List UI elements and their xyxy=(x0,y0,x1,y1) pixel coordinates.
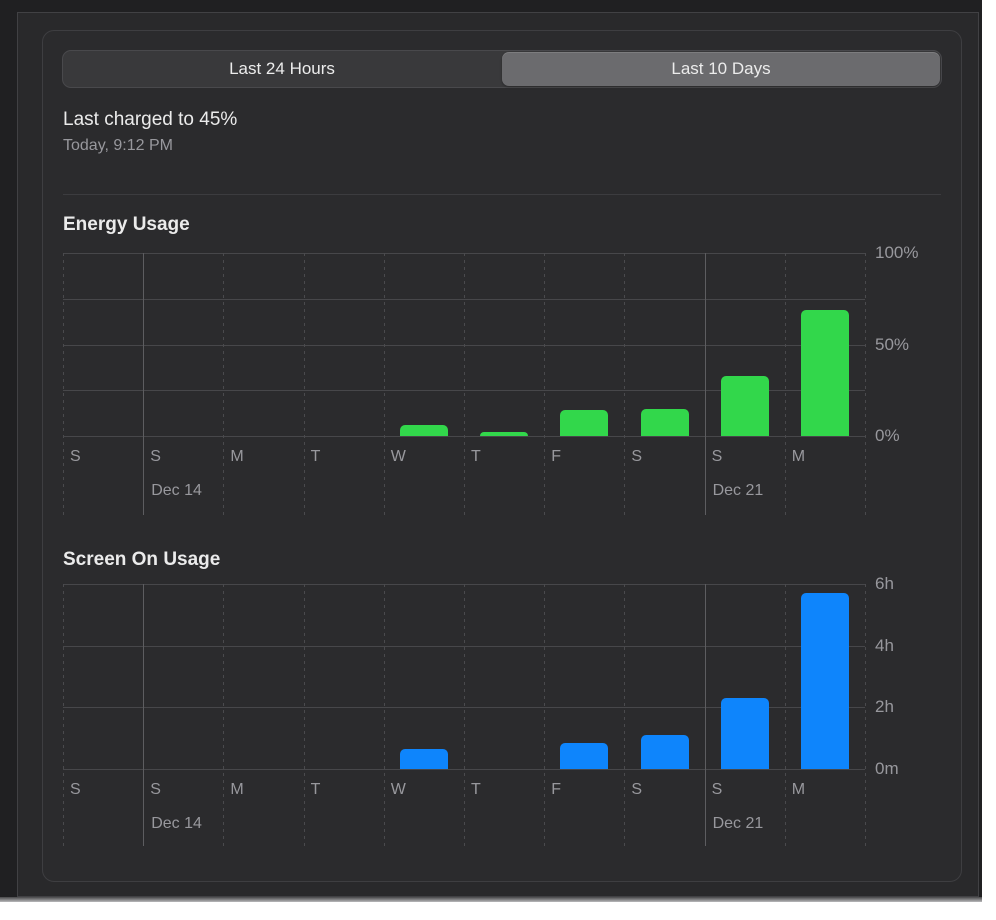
bar-s-7 xyxy=(640,735,689,769)
x-axis-week-label: Dec 14 xyxy=(151,815,202,832)
gridline-vertical xyxy=(304,253,305,515)
time-range-segmented-control: Last 24 Hours Last 10 Days xyxy=(62,50,942,88)
gridline-vertical xyxy=(464,584,465,846)
x-axis-day-label: T xyxy=(471,448,481,465)
gridline-vertical xyxy=(464,253,465,515)
bar-m-9 xyxy=(800,309,849,436)
y-axis-label: 4h xyxy=(875,635,894,655)
gridline-vertical xyxy=(544,253,545,515)
x-axis-day-label: S xyxy=(631,781,643,798)
gridline-vertical xyxy=(785,253,786,515)
x-axis-week-label: Dec 21 xyxy=(712,482,764,499)
gridline-vertical xyxy=(544,584,545,846)
last-charged-label: Last charged to 45% xyxy=(63,109,238,130)
gridline-vertical xyxy=(384,253,385,515)
gridline-week-boundary xyxy=(143,253,144,515)
x-axis-week-label: Dec 14 xyxy=(151,482,202,499)
gridline-vertical xyxy=(63,253,64,515)
x-axis-day-label: F xyxy=(551,448,561,465)
y-axis-label: 2h xyxy=(875,697,894,717)
x-axis-day-label: S xyxy=(150,448,161,465)
energy-usage-title: Energy Usage xyxy=(63,214,190,235)
battery-settings-window: Last 24 Hours Last 10 Days Last charged … xyxy=(0,0,982,902)
y-axis-label: 50% xyxy=(875,334,910,354)
gridline-week-boundary xyxy=(705,253,706,515)
bar-t-5 xyxy=(480,432,529,436)
x-axis-day-label: M xyxy=(791,781,806,798)
gridline-vertical xyxy=(624,584,625,846)
gridline-vertical xyxy=(865,584,866,846)
x-axis-day-label: W xyxy=(390,781,406,798)
usage-history-card: Last 24 Hours Last 10 Days Last charged … xyxy=(42,30,962,882)
x-axis-day-label: W xyxy=(390,448,406,465)
gridline-vertical xyxy=(223,253,224,515)
energy-usage-chart: 100% 50% 0% S S M T W T F S S M Dec 14 Dec 21 xyxy=(63,243,943,515)
bar-f-6 xyxy=(560,410,609,436)
last-charged-time: Today, 9:12 PM xyxy=(63,137,173,154)
gridline-week-boundary xyxy=(143,584,144,846)
gridline-week-boundary xyxy=(705,584,706,846)
gridline-vertical xyxy=(384,584,385,846)
y-axis-label: 6h xyxy=(875,574,894,593)
x-axis-day-label: T xyxy=(310,781,321,798)
x-axis-day-label: T xyxy=(471,781,481,798)
segment-last-24-hours[interactable]: Last 24 Hours xyxy=(229,59,335,78)
x-axis-day-label: S xyxy=(631,448,643,465)
y-axis-label: 0m xyxy=(875,759,899,778)
x-axis-week-label: Dec 21 xyxy=(712,815,764,832)
gridline-vertical xyxy=(785,584,786,846)
gridline-vertical xyxy=(865,253,866,515)
y-axis-label: 100% xyxy=(875,243,919,262)
x-axis-day-label: S xyxy=(70,781,81,798)
screen-on-usage-title: Screen On Usage xyxy=(63,549,221,570)
bar-s-7 xyxy=(640,408,689,436)
bar-s-8 xyxy=(720,375,769,436)
segment-last-10-days[interactable]: Last 10 Days xyxy=(502,52,940,86)
x-axis-day-label: F xyxy=(551,781,561,798)
section-divider xyxy=(63,194,941,195)
battery-panel: Last 24 Hours Last 10 Days Last charged … xyxy=(17,12,979,897)
x-axis-day-label: S xyxy=(711,448,723,465)
bar-s-8 xyxy=(720,698,769,769)
screen-on-usage-chart: 6h 4h 2h 0m S S M T W T F S S M Dec 14 Dec 21 xyxy=(63,574,943,846)
window-bottom-edge xyxy=(0,897,982,902)
x-axis-day-label: S xyxy=(70,448,81,465)
x-axis-day-label: M xyxy=(230,448,244,465)
bar-m-9 xyxy=(800,593,849,769)
gridline-vertical xyxy=(63,584,64,846)
bar-f-6 xyxy=(560,742,609,769)
gridline-vertical xyxy=(304,584,305,846)
gridline-vertical xyxy=(624,253,625,515)
x-axis-day-label: S xyxy=(150,781,161,798)
x-axis-day-label: M xyxy=(230,781,244,798)
gridline-vertical xyxy=(223,584,224,846)
bar-w-4 xyxy=(399,748,448,769)
y-axis-label: 0% xyxy=(875,426,900,445)
bar-w-4 xyxy=(399,425,448,436)
x-axis-day-label: M xyxy=(791,448,806,465)
x-axis-day-label: S xyxy=(711,781,723,798)
x-axis-day-label: T xyxy=(310,448,321,465)
